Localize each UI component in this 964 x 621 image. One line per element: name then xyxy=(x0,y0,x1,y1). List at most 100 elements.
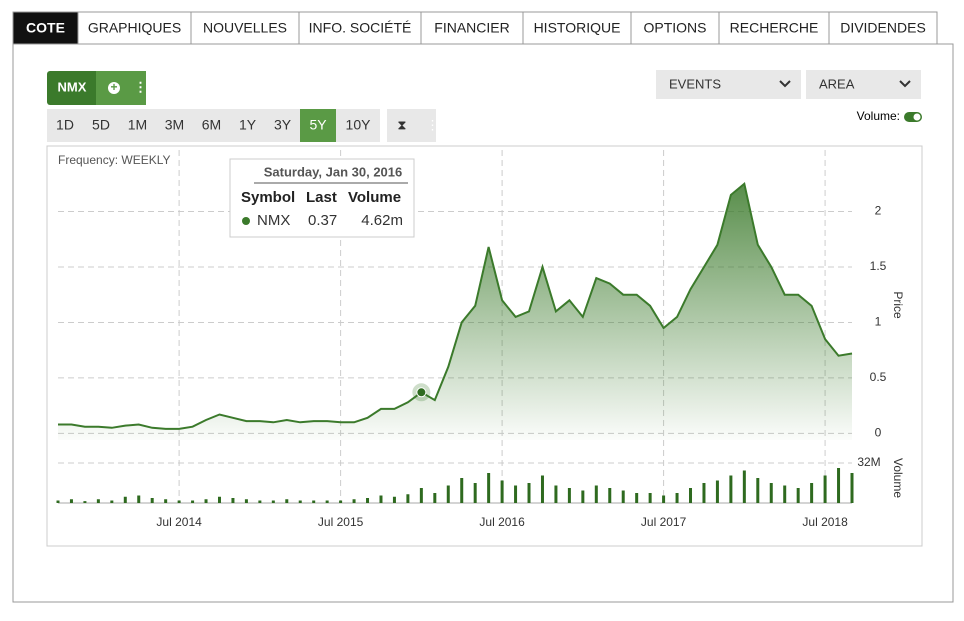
tab-label: INFO. SOCIÉTÉ xyxy=(309,20,412,36)
hourglass: ⧗ xyxy=(397,117,406,132)
volume-bar xyxy=(581,490,585,503)
style-label: AREA xyxy=(819,76,855,91)
tab[interactable] xyxy=(630,11,720,45)
tab-label: COTE xyxy=(26,20,65,36)
volume-bar xyxy=(594,485,598,503)
volume-bar xyxy=(487,473,491,503)
volume-toggle-label: Volume: xyxy=(857,109,900,123)
range-button[interactable] xyxy=(119,109,156,142)
volume-bar xyxy=(244,499,248,503)
range-button[interactable] xyxy=(300,109,336,142)
events-label: EVENTS xyxy=(669,76,721,91)
tab-label: FINANCIER xyxy=(434,20,509,36)
volume-bar xyxy=(83,501,87,503)
volume-bar xyxy=(433,493,437,503)
tooltip-header: Volume xyxy=(348,189,401,206)
tab[interactable] xyxy=(522,11,632,45)
volume-bar xyxy=(150,498,154,503)
toggle-knob xyxy=(913,113,921,121)
volume-bar xyxy=(366,498,370,503)
tab-label: DIVIDENDES xyxy=(840,20,926,36)
volume-bar xyxy=(608,488,612,503)
volume-bar xyxy=(702,483,706,503)
y-tick-label: 0 xyxy=(875,426,882,440)
volume-bar xyxy=(285,499,289,503)
symbol: NMX xyxy=(58,79,87,94)
tooltip-cell: 0.37 xyxy=(308,212,337,229)
tab[interactable] xyxy=(828,11,938,45)
tab[interactable] xyxy=(718,11,830,45)
volume-bar xyxy=(756,478,760,503)
volume-bar xyxy=(312,500,316,503)
volume-bar xyxy=(662,495,666,503)
range-button[interactable] xyxy=(336,109,380,142)
tab-label: NOUVELLES xyxy=(203,20,287,36)
range-button[interactable] xyxy=(193,109,230,142)
volume-bar xyxy=(554,485,558,503)
tab[interactable] xyxy=(77,11,192,45)
style-select[interactable] xyxy=(806,70,921,99)
y-axis-title: Price xyxy=(891,291,905,319)
range-label: 1Y xyxy=(239,117,257,133)
price-area xyxy=(58,183,852,441)
tooltip-header: Last xyxy=(306,189,337,206)
menu-dots[interactable]: ⋮ xyxy=(134,79,147,94)
plus: + xyxy=(110,80,117,94)
tools[interactable] xyxy=(387,109,436,142)
chevron xyxy=(779,80,791,88)
volume-bar xyxy=(177,500,181,503)
volume-bar xyxy=(406,494,410,503)
events-select[interactable] xyxy=(656,70,801,99)
volume-bar xyxy=(715,480,719,503)
volume-bar xyxy=(837,468,841,503)
volume-bar xyxy=(446,485,450,503)
tooltip-cell: 4.62m xyxy=(361,212,403,229)
tooltip-header: Symbol xyxy=(241,189,295,206)
volume-bar xyxy=(258,500,262,503)
range-label: 5D xyxy=(92,117,110,133)
volume-bar xyxy=(635,493,639,503)
volume-bar xyxy=(217,496,221,503)
tooltip-cell: NMX xyxy=(257,212,290,229)
volume-bar xyxy=(191,500,195,503)
range-label: 3Y xyxy=(274,117,292,133)
volume-bar xyxy=(204,499,208,503)
volume-bar xyxy=(823,475,827,503)
range-label: 3M xyxy=(165,117,184,133)
range-button[interactable] xyxy=(156,109,193,142)
tooltip xyxy=(229,158,415,238)
range-button[interactable] xyxy=(47,109,83,142)
volume-bar xyxy=(298,500,302,503)
range-button[interactable] xyxy=(265,109,300,142)
volume-bar xyxy=(742,470,746,503)
range-button[interactable] xyxy=(83,109,119,142)
tab-label: HISTORIQUE xyxy=(534,20,621,36)
volume-bar xyxy=(769,483,773,503)
add-button[interactable] xyxy=(96,71,146,105)
volume-bar xyxy=(137,495,141,503)
tab[interactable] xyxy=(298,11,422,45)
volume-bar xyxy=(689,488,693,503)
range-label: 1D xyxy=(56,117,74,133)
chart-frame xyxy=(46,145,923,547)
tab[interactable] xyxy=(420,11,524,45)
volume-bar xyxy=(460,478,464,503)
range-button[interactable] xyxy=(230,109,265,142)
x-tick-label: Jul 2018 xyxy=(802,515,848,529)
y-tick-label: 2 xyxy=(875,204,882,218)
volume-bar xyxy=(675,493,679,503)
volume-bar xyxy=(392,496,396,503)
tab[interactable] xyxy=(12,11,79,45)
volume-bar xyxy=(69,499,73,503)
volume-bar xyxy=(379,495,383,503)
y2-tick-label: 32M xyxy=(857,455,880,469)
volume-bar xyxy=(56,500,60,503)
volume-bar xyxy=(783,485,787,503)
volume-bar xyxy=(540,475,544,503)
plus-icon xyxy=(108,82,120,94)
volume-bar xyxy=(850,473,854,503)
tooltip-swatch xyxy=(242,217,250,225)
frequency: Frequency: WEEKLY xyxy=(58,153,171,167)
volume-bar xyxy=(352,499,356,503)
